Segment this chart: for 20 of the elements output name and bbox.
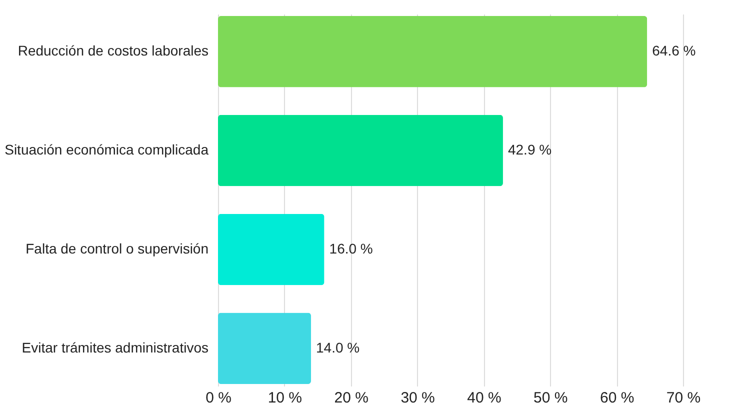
x-tick-label: 20 % [334,390,368,406]
bar [218,114,503,186]
y-tick-label: Evitar trámites administrativos [22,339,208,356]
bar [218,312,311,384]
bar [218,214,324,286]
y-tick-label: Reducción de costos laborales [18,42,208,59]
x-tick-label: 30 % [400,390,435,406]
x-tick-label: 60 % [600,390,634,406]
x-tick-label: 50 % [534,390,568,406]
y-tick-label: Situación económica complicada [4,142,209,158]
x-tick-label: 0 % [206,390,232,406]
data-label: 64.6 % [652,42,696,59]
y-tick-label: Falta de control o supervisión [26,240,208,256]
x-tick-label: 70 % [666,390,701,406]
data-label: 14.0 % [316,339,360,356]
data-label: 16.0 % [329,240,373,256]
data-label: 42.9 % [508,142,552,158]
bar [218,16,648,88]
x-tick-label: 10 % [268,390,302,406]
x-tick-label: 40 % [467,390,502,406]
